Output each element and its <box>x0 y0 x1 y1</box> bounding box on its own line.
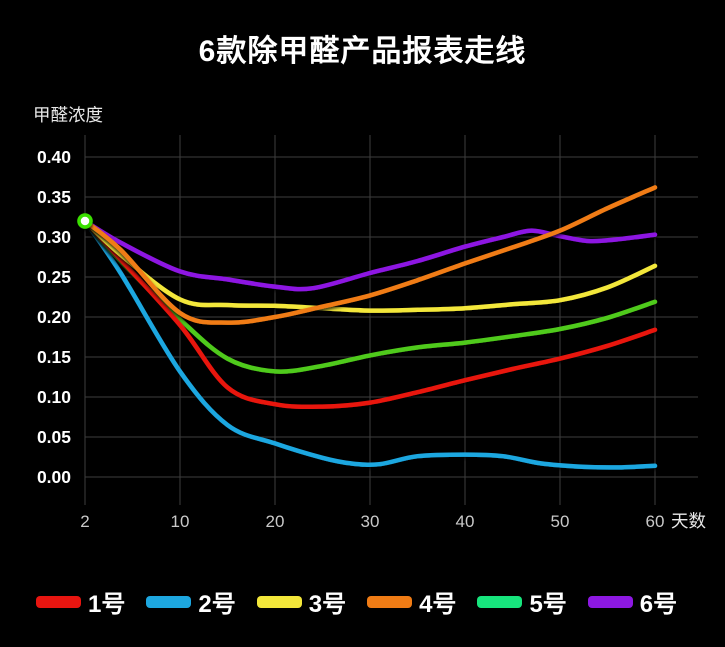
chart-title: 6款除甲醛产品报表走线 <box>198 35 527 68</box>
legend-label-2: 2号 <box>198 591 236 618</box>
series-line-2号 <box>82 218 658 470</box>
y-tick-label: 0.25 <box>37 267 71 287</box>
legend-swatch-3 <box>256 595 302 608</box>
series-line-1号 <box>82 218 658 410</box>
legend-item-5: 5号 <box>477 584 567 619</box>
legend-item-4: 4号 <box>367 584 456 619</box>
legend-item-3: 3号 <box>256 584 347 619</box>
legend-item-2: 2号 <box>146 584 236 619</box>
legend-swatch-4 <box>367 595 413 608</box>
grid-layer: 0.40 0.35 0.30 0.25 0.20 0.15 0.10 0.05 0.00 2 10 2… <box>37 135 698 531</box>
legend-label-3: 3号 <box>308 591 347 618</box>
series-line-6号 <box>82 218 658 292</box>
y-tick-label: 0.15 <box>37 347 71 367</box>
series-line-4号 <box>82 185 658 325</box>
legend-swatch-5 <box>477 595 523 608</box>
y-tick-label: 0.30 <box>37 227 71 247</box>
legend: 1号 2号 3号 4号 5号 6号 <box>36 584 677 619</box>
x-tick-label: 60 <box>646 512 665 531</box>
legend-label-1: 1号 <box>88 591 126 618</box>
y-tick-label: 0.10 <box>37 387 71 407</box>
x-axis-label: 天数 <box>671 511 706 531</box>
x-tick-label: 50 <box>551 512 570 531</box>
x-tick-label: 2 <box>80 512 89 531</box>
legend-label-4: 4号 <box>419 591 457 618</box>
x-tick-label: 40 <box>456 512 475 531</box>
y-tick-label: 0.05 <box>37 427 71 447</box>
legend-item-1: 1号 <box>36 584 125 619</box>
x-tick-label: 20 <box>266 512 285 531</box>
y-tick-label: 0.20 <box>37 307 71 327</box>
y-tick-label: 0.40 <box>37 147 71 167</box>
legend-item-6: 6号 <box>587 584 678 619</box>
y-tick-label: 0.00 <box>37 467 71 487</box>
x-tick-label: 10 <box>171 512 190 531</box>
y-axis-label: 甲醛浓度 <box>33 105 103 125</box>
legend-swatch-1 <box>36 595 81 608</box>
legend-label-5: 5号 <box>529 591 567 618</box>
y-tick-label: 0.35 <box>37 187 71 207</box>
legend-swatch-2 <box>146 595 192 608</box>
x-tick-label: 30 <box>361 512 380 531</box>
series-line-5号 <box>82 218 658 374</box>
series-layer <box>77 185 658 470</box>
series-line-3号 <box>82 218 658 313</box>
legend-label-6: 6号 <box>639 591 678 618</box>
legend-swatch-6 <box>587 595 633 608</box>
start-marker <box>77 213 93 229</box>
